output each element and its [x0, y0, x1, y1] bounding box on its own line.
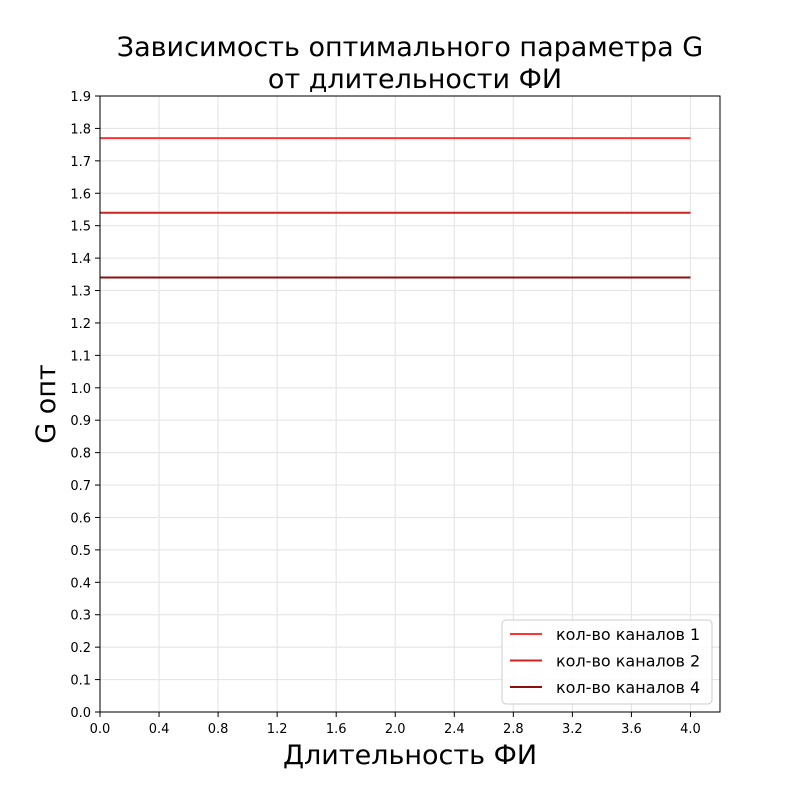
y-tick-label: 1.7 — [70, 155, 91, 170]
y-tick-label: 0.2 — [70, 641, 91, 656]
y-tick-label: 1.8 — [70, 122, 91, 137]
legend-label-3: кол-во каналов 4 — [556, 678, 700, 697]
legend-items: кол-во каналов 1 кол-во каналов 2 кол-во к… — [510, 625, 700, 697]
y-tick-label: 0.9 — [70, 414, 91, 429]
y-tick-label: 0.7 — [70, 479, 91, 494]
legend-label-2: кол-во каналов 2 — [556, 652, 700, 671]
x-axis-ticks: 0.0 0.4 0.8 1.2 1.6 2.0 2.4 2.8 3.2 3.6 4.0 — [90, 712, 701, 737]
y-tick-label: 0.4 — [70, 576, 91, 591]
y-tick-label: 1.1 — [70, 349, 91, 364]
y-tick-label: 1.6 — [70, 187, 91, 202]
legend-box — [501, 619, 713, 705]
y-tick-label: 1.0 — [70, 382, 91, 397]
y-tick-label: 0.3 — [70, 609, 91, 624]
x-tick-label: 0.4 — [149, 722, 170, 737]
y-axis-ticks: 0.0 0.1 0.2 0.3 0.4 0.5 0.6 0.7 0.8 0.9 1.0 1.1 1.2 1… — [70, 90, 100, 721]
legend-label-1: кол-во каналов 1 — [556, 625, 700, 644]
y-tick-label: 0.1 — [70, 674, 91, 689]
x-tick-label: 2.4 — [444, 722, 465, 737]
series-group — [100, 137, 691, 279]
x-tick-label: 1.6 — [326, 722, 347, 737]
y-tick-label: 0.8 — [70, 447, 91, 462]
x-tick-label: 0.8 — [208, 722, 229, 737]
y-tick-label: 1.3 — [70, 285, 91, 300]
y-tick-label: 1.2 — [70, 317, 91, 332]
y-tick-label: 0.6 — [70, 511, 91, 526]
x-tick-label: 0.0 — [90, 722, 111, 737]
legend: кол-во каналов 1 кол-во каналов 2 кол-во к… — [501, 619, 713, 705]
x-tick-label: 4.0 — [680, 722, 701, 737]
x-tick-label: 1.2 — [267, 722, 288, 737]
y-tick-label: 0.0 — [70, 706, 91, 721]
x-tick-label: 3.6 — [621, 722, 642, 737]
chart-title: Зависимость оптимального параметра G — [117, 32, 703, 63]
x-tick-label: 2.0 — [385, 722, 406, 737]
chart-title-line2: от длительности ФИ — [268, 64, 562, 95]
x-tick-label: 2.8 — [503, 722, 524, 737]
plot-area — [99, 95, 721, 713]
y-tick-label: 1.9 — [70, 90, 91, 105]
y-axis-label: G опт — [31, 364, 62, 443]
y-tick-label: 0.5 — [70, 544, 91, 559]
y-tick-label: 1.5 — [70, 220, 91, 235]
x-axis-label: Длительность ФИ — [283, 740, 537, 771]
y-tick-label: 1.4 — [70, 252, 91, 267]
x-tick-label: 3.2 — [562, 722, 583, 737]
